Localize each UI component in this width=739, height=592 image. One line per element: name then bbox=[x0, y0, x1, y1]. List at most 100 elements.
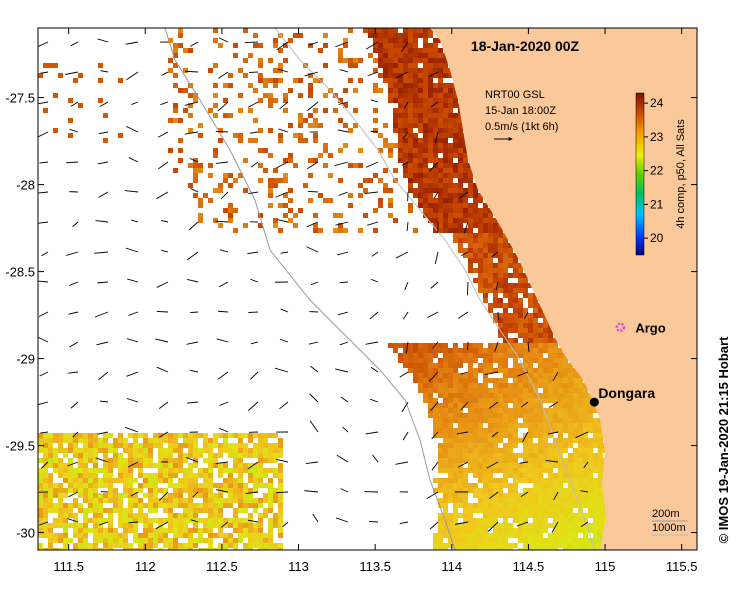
sst-pixel bbox=[483, 378, 488, 383]
sst-pixel bbox=[173, 503, 178, 508]
sst-pixel bbox=[98, 548, 103, 550]
sst-pixel bbox=[473, 238, 478, 243]
sst-pixel bbox=[508, 293, 513, 298]
sst-pixel bbox=[423, 153, 428, 158]
sst-pixel bbox=[443, 528, 448, 533]
sst-pixel bbox=[218, 43, 223, 48]
sst-pixel bbox=[538, 463, 543, 468]
sst-pixel bbox=[123, 543, 128, 548]
sst-pixel bbox=[573, 498, 578, 503]
sst-pixel bbox=[328, 153, 333, 158]
sst-pixel bbox=[418, 168, 423, 173]
sst-pixel bbox=[308, 43, 313, 48]
sst-pixel bbox=[253, 453, 258, 458]
sst-pixel bbox=[558, 393, 563, 398]
sst-pixel bbox=[458, 478, 463, 483]
sst-pixel bbox=[443, 188, 448, 193]
sst-pixel bbox=[188, 498, 193, 503]
sst-pixel bbox=[483, 263, 488, 268]
sst-pixel bbox=[208, 488, 213, 493]
sst-pixel bbox=[398, 88, 403, 93]
sst-pixel bbox=[433, 353, 438, 358]
sst-pixel bbox=[428, 83, 433, 88]
sst-pixel bbox=[518, 388, 523, 393]
sst-pixel bbox=[443, 58, 448, 63]
sst-pixel bbox=[193, 513, 198, 518]
sst-pixel bbox=[503, 548, 508, 550]
sst-pixel bbox=[578, 503, 583, 508]
sst-pixel bbox=[223, 548, 228, 550]
sst-pixel bbox=[483, 543, 488, 548]
sst-pixel bbox=[478, 543, 483, 548]
sst-pixel bbox=[458, 443, 463, 448]
current-vector bbox=[219, 401, 229, 406]
current-vector bbox=[126, 71, 139, 81]
sst-pixel bbox=[118, 518, 123, 523]
sst-pixel bbox=[588, 428, 593, 433]
sst-pixel bbox=[173, 488, 178, 493]
sst-pixel bbox=[388, 88, 393, 93]
sst-pixel bbox=[598, 488, 603, 493]
sst-pixel bbox=[443, 383, 448, 388]
sst-pixel bbox=[443, 373, 448, 378]
sst-pixel bbox=[453, 403, 458, 408]
sst-pixel bbox=[493, 288, 498, 293]
sst-pixel bbox=[163, 538, 168, 543]
sst-pixel bbox=[173, 103, 178, 108]
sst-pixel bbox=[468, 243, 473, 248]
sst-pixel bbox=[38, 438, 43, 443]
sst-pixel bbox=[558, 538, 563, 543]
sst-pixel bbox=[593, 508, 598, 513]
sst-pixel bbox=[458, 123, 463, 128]
sst-pixel bbox=[478, 413, 483, 418]
sst-pixel bbox=[113, 463, 118, 468]
sst-pixel bbox=[143, 523, 148, 528]
sst-pixel bbox=[468, 168, 473, 173]
sst-pixel bbox=[383, 143, 388, 148]
sst-pixel bbox=[513, 513, 518, 518]
sst-pixel bbox=[523, 448, 528, 453]
sst-pixel bbox=[208, 438, 213, 443]
sst-pixel bbox=[138, 543, 143, 548]
sst-pixel bbox=[263, 453, 268, 458]
sst-pixel bbox=[213, 443, 218, 448]
sst-pixel bbox=[518, 378, 523, 383]
current-vector bbox=[278, 128, 289, 133]
sst-pixel bbox=[493, 303, 498, 308]
sst-pixel bbox=[518, 398, 523, 403]
sst-pixel bbox=[273, 458, 278, 463]
current-vector bbox=[98, 371, 109, 381]
sst-pixel bbox=[473, 423, 478, 428]
sst-pixel bbox=[463, 388, 468, 393]
sst-pixel bbox=[263, 548, 268, 550]
sst-pixel bbox=[213, 148, 218, 153]
sst-pixel bbox=[448, 183, 453, 188]
sst-pixel bbox=[533, 338, 538, 343]
sst-pixel bbox=[148, 528, 153, 533]
sst-pixel bbox=[523, 293, 528, 298]
sst-pixel bbox=[403, 343, 408, 348]
sst-pixel bbox=[443, 228, 448, 233]
sst-pixel bbox=[243, 523, 248, 528]
sst-pixel bbox=[503, 273, 508, 278]
sst-pixel bbox=[518, 313, 523, 318]
sst-pixel bbox=[168, 148, 173, 153]
sst-pixel bbox=[223, 488, 228, 493]
sst-pixel bbox=[268, 93, 273, 98]
sst-pixel bbox=[493, 518, 498, 523]
sst-pixel bbox=[488, 543, 493, 548]
sst-pixel bbox=[478, 348, 483, 353]
sst-pixel bbox=[278, 438, 283, 443]
sst-pixel bbox=[218, 223, 223, 228]
sst-pixel bbox=[443, 513, 448, 518]
sst-pixel bbox=[478, 463, 483, 468]
sst-pixel bbox=[53, 493, 58, 498]
sst-pixel bbox=[578, 428, 583, 433]
sst-pixel bbox=[48, 543, 53, 548]
sst-pixel bbox=[498, 253, 503, 258]
sst-pixel bbox=[458, 533, 463, 538]
sst-pixel bbox=[313, 108, 318, 113]
sst-pixel bbox=[458, 408, 463, 413]
sst-pixel bbox=[203, 493, 208, 498]
sst-pixel bbox=[518, 393, 523, 398]
